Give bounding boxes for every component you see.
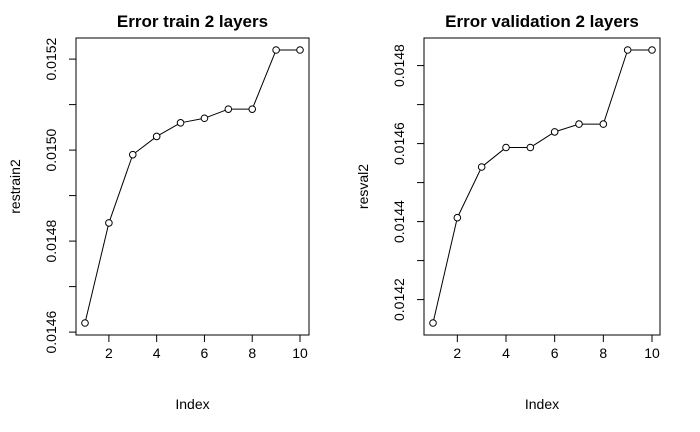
series-line-segment bbox=[557, 124, 577, 132]
series-line-segment bbox=[109, 157, 133, 220]
data-point bbox=[477, 163, 486, 171]
x-tick-label: 4 bbox=[153, 345, 161, 361]
chart-title: Error validation 2 layers bbox=[445, 12, 639, 31]
x-tick-label: 2 bbox=[105, 345, 113, 361]
series-line-segment bbox=[183, 118, 202, 123]
y-axis: 0.0146 0.0148 0.0150 0.0152 bbox=[43, 37, 77, 354]
series-line-segment bbox=[159, 124, 178, 136]
x-tick-label: 6 bbox=[201, 345, 209, 361]
y-axis: 0.0142 0.0144 0.0146 0.0148 bbox=[391, 44, 425, 321]
chart-title: Error train 2 layers bbox=[117, 12, 268, 31]
data-point bbox=[200, 114, 209, 123]
series-line-segment bbox=[207, 109, 226, 118]
x-tick-label: 2 bbox=[453, 345, 461, 361]
data-point bbox=[623, 46, 632, 54]
data-point bbox=[152, 132, 161, 141]
series-line-segment bbox=[433, 220, 458, 320]
y-tick-label: 0.0148 bbox=[43, 219, 59, 262]
x-tick-label: 8 bbox=[248, 345, 256, 361]
x-tick-label: 10 bbox=[644, 345, 660, 361]
data-point bbox=[550, 128, 559, 136]
data-point bbox=[81, 319, 89, 327]
series-line-segment bbox=[458, 169, 481, 215]
series-line-segment bbox=[532, 133, 553, 147]
data-point bbox=[453, 213, 462, 222]
data-point bbox=[224, 105, 233, 113]
series-line-segment bbox=[252, 52, 276, 107]
plot-frame bbox=[75, 37, 310, 336]
data-point bbox=[128, 150, 137, 159]
data-point bbox=[272, 46, 280, 54]
x-tick-label: 8 bbox=[599, 345, 607, 361]
x-tick-label: 10 bbox=[292, 345, 308, 361]
data-point bbox=[248, 105, 257, 113]
chart-panel-1: Error train 2 layers Index restrain2 2 4 6 8 10… bbox=[7, 12, 310, 412]
y-tick-label: 0.0146 bbox=[391, 122, 407, 165]
data-point bbox=[526, 143, 535, 152]
data-point bbox=[599, 120, 608, 128]
y-tick-label: 0.0146 bbox=[43, 310, 59, 353]
x-tick-label: 6 bbox=[551, 345, 559, 361]
y-tick-label: 0.0142 bbox=[391, 278, 407, 321]
y-tick-label: 0.0144 bbox=[391, 200, 407, 243]
x-axis-label: Index bbox=[175, 396, 209, 412]
y-axis-label: restrain2 bbox=[7, 159, 23, 214]
x-tick-label: 4 bbox=[502, 345, 510, 361]
series-line-segment bbox=[85, 225, 109, 320]
y-axis-label: resval2 bbox=[355, 164, 371, 209]
y-tick-label: 0.0150 bbox=[43, 128, 59, 171]
y-tick-label: 0.0152 bbox=[43, 37, 59, 80]
x-axis-label: Index bbox=[525, 396, 559, 412]
series-line-segment bbox=[135, 138, 155, 154]
data-point bbox=[575, 120, 583, 128]
data-point bbox=[429, 319, 437, 327]
data-point bbox=[502, 143, 510, 152]
x-axis: 2 4 6 8 10 bbox=[453, 334, 660, 361]
chart-panel-2: Error validation 2 layers Index resval2 2 4 6… bbox=[355, 12, 661, 412]
data-point bbox=[105, 219, 113, 227]
data-point bbox=[296, 46, 304, 54]
series-1 bbox=[81, 46, 304, 327]
series-1 bbox=[429, 46, 656, 327]
series-line-segment bbox=[483, 149, 504, 166]
data-point bbox=[648, 46, 656, 54]
x-axis: 2 4 6 8 10 bbox=[105, 334, 308, 361]
y-tick-label: 0.0148 bbox=[391, 44, 407, 87]
data-point bbox=[176, 119, 185, 127]
series-line-segment bbox=[603, 52, 628, 122]
plot-frame bbox=[423, 37, 661, 336]
